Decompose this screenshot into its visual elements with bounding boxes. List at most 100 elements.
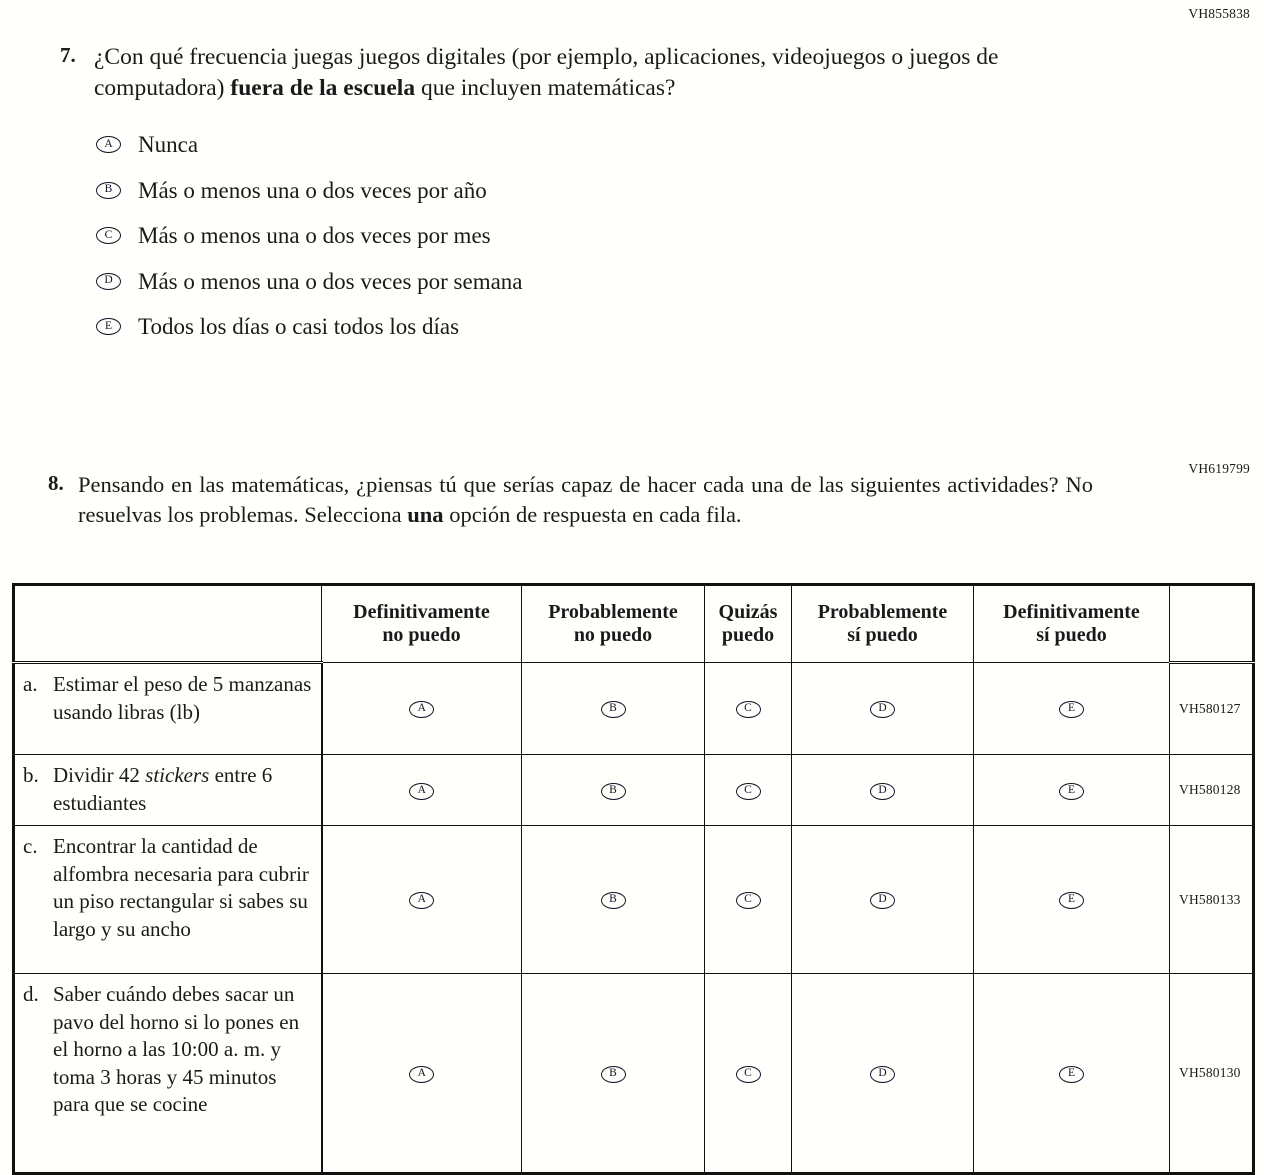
- answer-bubble-e-icon[interactable]: E: [1059, 892, 1084, 910]
- header-line-2: no puedo: [382, 624, 461, 646]
- table-row: c. Encontrar la cantidad de alfombra nec…: [13, 825, 1254, 974]
- row-b-text: Dividir 42 stickers entre 6 estudiantes: [53, 763, 273, 815]
- question-8-text-part1: Pensando en las matemáticas, ¿piensas tú…: [78, 472, 1093, 527]
- header-line-2: puedo: [721, 624, 775, 646]
- row-b-option-c[interactable]: C: [704, 754, 792, 826]
- item-code-question8: VH619799: [1188, 461, 1250, 476]
- header-code-blank: [1169, 584, 1254, 664]
- answer-bubble-e-icon[interactable]: E: [1059, 701, 1084, 719]
- row-d-option-b[interactable]: B: [521, 973, 705, 1174]
- row-a-item-code: VH580127: [1169, 662, 1254, 755]
- row-c-item-code: VH580133: [1169, 825, 1254, 974]
- row-b-option-a[interactable]: A: [321, 754, 522, 826]
- option-b-label: Más o menos una o dos veces por año: [138, 177, 487, 203]
- question-7-text: ¿Con qué frecuencia juegas juegos digita…: [94, 42, 1090, 104]
- question-7-number: 7.: [60, 43, 76, 67]
- header-line-1: Quizás: [718, 601, 778, 623]
- option-e-label: Todos los días o casi todos los días: [138, 314, 460, 340]
- header-quizas-puedo: Quizás puedo: [704, 584, 792, 663]
- answer-bubble-d-icon[interactable]: D: [96, 272, 121, 290]
- answer-bubble-a-icon[interactable]: A: [409, 892, 435, 910]
- question-7-options: A Nunca B Más o menos una o dos veces po…: [96, 122, 523, 350]
- row-b-option-e[interactable]: E: [973, 754, 1170, 826]
- row-c-option-c[interactable]: C: [704, 825, 792, 974]
- answer-bubble-e-icon[interactable]: E: [96, 318, 121, 336]
- row-d-option-a[interactable]: A: [321, 973, 522, 1174]
- answer-bubble-d-icon[interactable]: D: [870, 701, 895, 719]
- header-line-2: no puedo: [573, 624, 653, 646]
- row-b-item: b. Dividir 42 stickers entre 6 estudiant…: [13, 754, 323, 826]
- header-definitivamente-no-puedo: Definitivamente no puedo: [321, 584, 522, 663]
- question-7-text-emphasis: fuera de la escuela: [230, 75, 416, 101]
- header-probablemente-si-puedo: Probablemente sí puedo: [791, 584, 974, 663]
- row-a-option-a[interactable]: A: [321, 662, 522, 755]
- row-c-option-d[interactable]: D: [791, 825, 974, 974]
- header-blank: [13, 584, 322, 664]
- row-d-text: Saber cuándo debes sacar un pavo del hor…: [53, 982, 300, 1116]
- row-d-item: d. Saber cuándo debes sacar un pavo del …: [13, 973, 323, 1174]
- header-definitivamente-si-puedo: Definitivamente sí puedo: [973, 584, 1170, 663]
- response-matrix-table: Definitivamente no puedo Probablemente n…: [12, 583, 1255, 1175]
- answer-bubble-a-icon[interactable]: A: [96, 136, 121, 154]
- option-d[interactable]: D Más o menos una o dos veces por semana: [96, 259, 523, 305]
- row-c-option-a[interactable]: A: [321, 825, 522, 974]
- answer-bubble-a-icon[interactable]: A: [409, 1065, 435, 1083]
- question-7-text-part1: ¿Con qué frecuencia juegas juegos digita…: [94, 44, 999, 101]
- table-header-row: Definitivamente no puedo Probablemente n…: [13, 584, 1254, 664]
- row-c-option-b[interactable]: B: [521, 825, 705, 974]
- row-d-option-c[interactable]: C: [704, 973, 792, 1174]
- table-row: b. Dividir 42 stickers entre 6 estudiant…: [13, 754, 1254, 826]
- answer-bubble-b-icon[interactable]: B: [600, 782, 626, 800]
- question-7-text-part2: que incluyen matemáticas?: [415, 75, 676, 101]
- answer-bubble-e-icon[interactable]: E: [1059, 782, 1084, 800]
- option-c[interactable]: C Más o menos una o dos veces por mes: [96, 213, 523, 259]
- row-c-item: c. Encontrar la cantidad de alfombra nec…: [13, 825, 323, 974]
- option-a[interactable]: A Nunca: [96, 122, 523, 168]
- header-line-1: Probablemente: [817, 601, 948, 623]
- answer-bubble-d-icon[interactable]: D: [870, 782, 895, 800]
- answer-bubble-c-icon[interactable]: C: [96, 227, 121, 245]
- question-8-text-emphasis: una: [407, 502, 444, 527]
- row-c-letter: c.: [23, 834, 38, 858]
- question-8-block: 8. Pensando en las matemáticas, ¿piensas…: [48, 470, 1093, 530]
- answer-bubble-c-icon[interactable]: C: [735, 782, 761, 800]
- row-a-option-b[interactable]: B: [521, 662, 705, 755]
- answer-bubble-b-icon[interactable]: B: [96, 181, 121, 199]
- answer-bubble-a-icon[interactable]: A: [409, 782, 435, 800]
- row-b-option-d[interactable]: D: [791, 754, 974, 826]
- answer-bubble-d-icon[interactable]: D: [870, 892, 895, 910]
- option-c-label: Más o menos una o dos veces por mes: [138, 223, 491, 249]
- row-b-letter: b.: [23, 763, 39, 787]
- row-a-option-d[interactable]: D: [791, 662, 974, 755]
- option-b[interactable]: B Más o menos una o dos veces por año: [96, 168, 523, 214]
- answer-bubble-c-icon[interactable]: C: [735, 701, 761, 719]
- row-b-option-b[interactable]: B: [521, 754, 705, 826]
- answer-bubble-b-icon[interactable]: B: [600, 1065, 626, 1083]
- row-d-option-d[interactable]: D: [791, 973, 974, 1174]
- question-7-block: 7. ¿Con qué frecuencia juegas juegos dig…: [60, 42, 1090, 104]
- item-code-question7: VH855838: [1188, 6, 1250, 21]
- answer-bubble-c-icon[interactable]: C: [735, 892, 761, 910]
- answer-bubble-b-icon[interactable]: B: [600, 892, 626, 910]
- row-a-option-c[interactable]: C: [704, 662, 792, 755]
- question-8-text-part2: opción de respuesta en cada fila.: [443, 502, 742, 527]
- row-a-item: a. Estimar el peso de 5 manzanas usando …: [13, 662, 323, 755]
- option-e[interactable]: E Todos los días o casi todos los días: [96, 304, 523, 350]
- answer-bubble-c-icon[interactable]: C: [735, 1065, 761, 1083]
- header-line-2: sí puedo: [847, 624, 918, 646]
- answer-bubble-a-icon[interactable]: A: [409, 701, 435, 719]
- question-8-number: 8.: [48, 471, 64, 495]
- header-line-2: sí puedo: [1036, 624, 1107, 646]
- row-d-item-code: VH580130: [1169, 973, 1254, 1174]
- option-a-label: Nunca: [138, 132, 199, 158]
- row-a-text: Estimar el peso de 5 manzanas usando lib…: [53, 672, 312, 724]
- row-d-option-e[interactable]: E: [973, 973, 1170, 1174]
- row-c-option-e[interactable]: E: [973, 825, 1170, 974]
- table-row: d. Saber cuándo debes sacar un pavo del …: [13, 973, 1254, 1174]
- answer-bubble-d-icon[interactable]: D: [870, 1065, 895, 1083]
- row-a-option-e[interactable]: E: [973, 662, 1170, 755]
- answer-bubble-b-icon[interactable]: B: [600, 701, 626, 719]
- answer-bubble-e-icon[interactable]: E: [1059, 1065, 1084, 1083]
- header-line-1: Probablemente: [548, 601, 678, 623]
